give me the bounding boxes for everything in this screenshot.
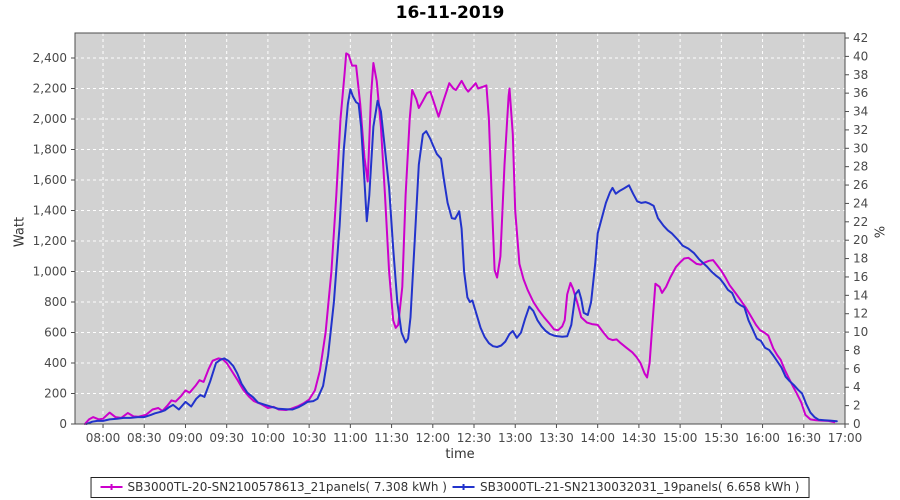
tick-label-percent: 42	[853, 31, 868, 45]
tick-label-percent: 8	[853, 343, 861, 357]
tick-label-time: 11:30	[374, 431, 409, 445]
tick-label-time: 10:00	[251, 431, 286, 445]
tick-label-percent: 40	[853, 49, 868, 63]
tick-label-time: 10:30	[292, 431, 327, 445]
tick-label-percent: 10	[853, 325, 868, 339]
tick-label-time: 13:30	[539, 431, 574, 445]
tick-label-watt: 1,400	[33, 204, 67, 218]
tick-label-watt: 1,200	[33, 234, 67, 248]
tick-label-percent: 20	[853, 233, 868, 247]
tick-label-watt: 2,000	[33, 112, 67, 126]
tick-label-watt: 600	[44, 326, 67, 340]
tick-label-percent: 0	[853, 417, 861, 431]
legend-label-inverter-20: SB3000TL-20-SN2100578613_21panels( 7.308…	[127, 480, 447, 494]
legend-line-sample-magenta	[100, 483, 123, 491]
tick-label-time: 12:00	[415, 431, 450, 445]
tick-label-percent: 16	[853, 270, 868, 284]
tick-label-percent: 14	[853, 288, 868, 302]
tick-label-percent: 28	[853, 160, 868, 174]
tick-label-watt: 1,800	[33, 143, 67, 157]
tick-label-percent: 34	[853, 105, 868, 119]
tick-label-percent: 22	[853, 215, 868, 229]
tick-label-watt: 0	[59, 417, 67, 431]
tick-label-percent: 24	[853, 196, 868, 210]
legend-label-inverter-21: SB3000TL-21-SN2130032031_19panels( 6.658…	[480, 480, 800, 494]
tick-label-percent: 36	[853, 86, 868, 100]
tick-label-watt: 800	[44, 295, 67, 309]
tick-label-percent: 26	[853, 178, 868, 192]
tick-label-watt: 1,000	[33, 265, 67, 279]
plot-background	[75, 33, 845, 424]
tick-label-time: 14:00	[580, 431, 615, 445]
tick-label-time: 11:00	[333, 431, 368, 445]
tick-label-watt: 2,200	[33, 82, 67, 96]
tick-label-time: 09:00	[168, 431, 203, 445]
tick-label-time: 16:30	[786, 431, 821, 445]
tick-label-watt: 1,600	[33, 173, 67, 187]
x-axis-label-time: time	[445, 447, 475, 462]
legend-item-inverter-20: SB3000TL-20-SN2100578613_21panels( 7.308…	[100, 480, 447, 494]
tick-label-percent: 4	[853, 380, 861, 394]
tick-label-time: 08:30	[127, 431, 162, 445]
tick-label-percent: 30	[853, 141, 868, 155]
tick-label-watt: 2,400	[33, 51, 67, 65]
tick-label-percent: 32	[853, 123, 868, 137]
tick-label-time: 14:30	[622, 431, 657, 445]
tick-label-time: 09:30	[209, 431, 244, 445]
tick-label-percent: 38	[853, 68, 868, 82]
legend-line-sample-blue	[453, 483, 475, 491]
tick-label-time: 15:00	[663, 431, 698, 445]
tick-label-time: 13:00	[498, 431, 533, 445]
tick-label-percent: 18	[853, 252, 868, 266]
tick-label-time: 16:00	[745, 431, 780, 445]
y-axis-label-watt: Watt	[12, 216, 28, 248]
tick-label-percent: 2	[853, 399, 861, 413]
legend: SB3000TL-20-SN2100578613_21panels( 7.308…	[90, 477, 810, 498]
tick-label-watt: 200	[44, 387, 67, 401]
tick-label-time: 15:30	[704, 431, 739, 445]
series-line-1	[85, 88, 838, 425]
tick-label-percent: 6	[853, 362, 861, 376]
tick-label-watt: 400	[44, 356, 67, 370]
y-axis-label-percent: %	[870, 225, 886, 239]
chart-title: 16-11-2019	[395, 3, 505, 23]
tick-label-percent: 12	[853, 307, 868, 321]
legend-item-inverter-21: SB3000TL-21-SN2130032031_19panels( 6.658…	[453, 480, 799, 494]
tick-label-time: 17:00	[828, 431, 863, 445]
tick-label-time: 12:30	[457, 431, 492, 445]
tick-label-time: 08:00	[86, 431, 121, 445]
plot-border	[74, 32, 846, 425]
